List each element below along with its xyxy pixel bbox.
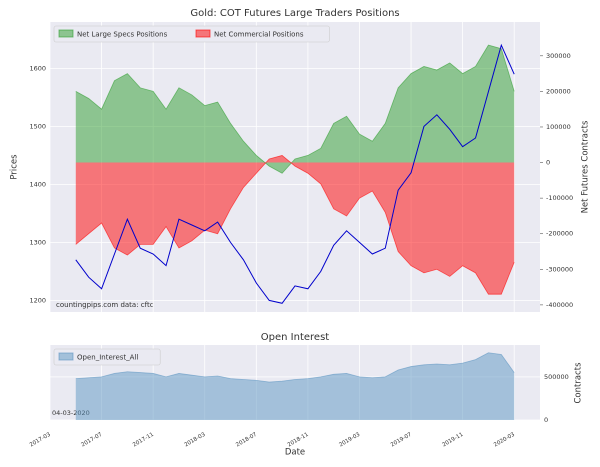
x-tick-label: 2020-03	[493, 432, 516, 449]
area-fill	[75, 45, 515, 174]
legend-swatch	[58, 29, 74, 38]
area-fill	[75, 352, 515, 420]
x-axis-label: Date	[285, 448, 305, 458]
y2-tick-label: -100000	[546, 194, 573, 202]
legend-swatch	[195, 29, 211, 38]
y-axis-label: Contracts	[574, 362, 584, 404]
y2-tick-label: -200000	[546, 230, 573, 238]
y-tick-label: 1600	[29, 64, 46, 72]
area-edge	[75, 154, 515, 295]
x-tick-label: 2018-03	[184, 432, 207, 449]
x-tick-label: 2017-07	[80, 432, 103, 449]
x-tick-label: 2017-03	[29, 432, 52, 449]
area-edge	[75, 44, 515, 174]
y2-tick-label: 100000	[546, 123, 571, 131]
y-axis-label: Prices	[10, 154, 20, 180]
y2-tick-label: 0	[546, 159, 550, 167]
x-tick-label: 2019-11	[441, 432, 464, 449]
legend-label: Open_Interest_All	[77, 354, 138, 362]
y-tick-label: 1500	[29, 122, 46, 130]
legend-box	[53, 348, 161, 366]
x-tick-label: 2018-07	[235, 432, 258, 449]
y2-tick-label: 200000	[546, 87, 571, 95]
area-edge	[75, 352, 515, 383]
y-tick-label: 1300	[29, 238, 46, 246]
price-line	[75, 43, 515, 304]
y2-tick-label: -400000	[546, 301, 573, 309]
y-tick-label: 0	[544, 416, 548, 424]
area-fill	[75, 155, 515, 295]
annotation: 04-03-2020	[52, 409, 90, 417]
legend-swatch	[58, 352, 74, 361]
legend-box	[53, 25, 330, 43]
legend-label: Net Large Specs Positions	[77, 31, 168, 39]
chart-title: Gold: COT Futures Large Traders Position…	[190, 8, 399, 19]
annotation: countingpips.com data: cftc	[56, 301, 154, 309]
legend-label: Net Commercial Positions	[214, 31, 304, 39]
x-tick-label: 2017-11	[132, 432, 155, 449]
x-tick-label: 2019-07	[390, 432, 413, 449]
x-tick-label: 2018-11	[287, 432, 310, 449]
y2-tick-label: 300000	[546, 52, 571, 60]
y-tick-label: 500000	[544, 373, 569, 381]
y2-axis-label: Net Futures Contracts	[581, 120, 591, 213]
y-tick-label: 1200	[29, 296, 46, 304]
x-tick-label: 2019-03	[338, 432, 361, 449]
legend: Net Large Specs Positions Net Commercial …	[53, 25, 330, 43]
legend: Open_Interest_All	[53, 348, 161, 366]
y-tick-label: 1400	[29, 180, 46, 188]
y2-tick-label: -300000	[546, 265, 573, 273]
chart-title: Open Interest	[261, 332, 330, 343]
